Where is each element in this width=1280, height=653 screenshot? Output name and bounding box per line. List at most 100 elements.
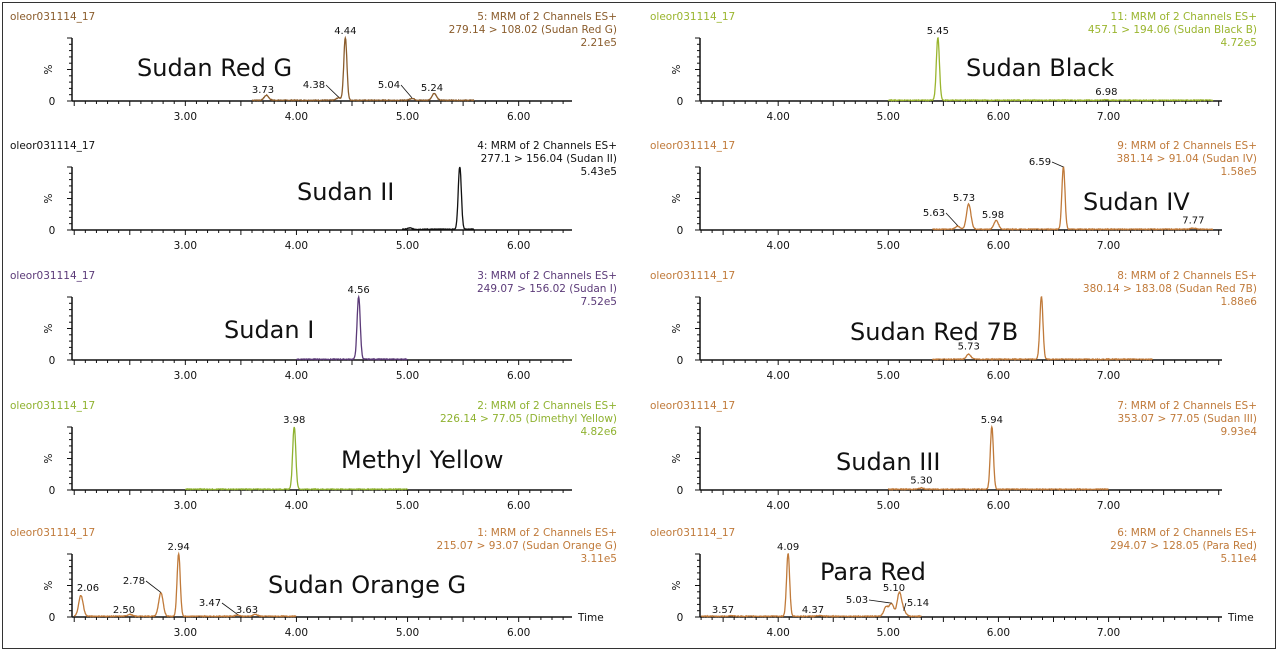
x-tick-label: 4.00	[285, 500, 308, 512]
y-axis-label: %	[43, 193, 55, 203]
x-tick-label: 3.00	[174, 240, 197, 252]
channel-header-line: 9: MRM of 2 Channels ES+	[1117, 140, 1257, 152]
x-tick-label: 5.00	[877, 370, 900, 382]
channel-header-line: 2.21e5	[580, 37, 617, 49]
x-tick-label: 4.00	[766, 370, 789, 382]
x-tick-label: 6.00	[507, 370, 530, 382]
chromatogram-panel-sudan-red-7b: oleor031114_178: MRM of 2 Channels ES+38…	[650, 270, 1257, 382]
x-tick-label: 7.00	[1097, 500, 1120, 512]
peak-leader-line	[401, 85, 412, 98]
compound-name: Methyl Yellow	[341, 446, 503, 474]
y-tick-label-0: 0	[677, 225, 684, 237]
y-axis-label: %	[671, 580, 683, 590]
x-tick-label: 4.00	[285, 240, 308, 252]
x-tick-label: 5.00	[396, 370, 419, 382]
y-tick-label-0: 0	[677, 612, 684, 624]
peak-label: 5.14	[907, 598, 929, 609]
trace-line	[74, 554, 296, 617]
channel-header-line: 353.07 > 77.05 (Sudan III)	[1117, 413, 1257, 425]
y-tick-label-0: 0	[49, 485, 56, 497]
peak-label: 4.44	[334, 26, 356, 37]
channel-header-line: 3.11e5	[580, 553, 617, 565]
y-axis-label: %	[671, 193, 683, 203]
x-tick-label: 5.00	[877, 111, 900, 123]
channel-header-line: 249.07 > 156.02 (Sudan I)	[477, 283, 617, 295]
y-tick-label-0: 0	[49, 355, 56, 367]
x-tick-label: 4.00	[766, 240, 789, 252]
compound-name: Sudan IV	[1083, 188, 1190, 216]
x-tick-label: 3.00	[174, 370, 197, 382]
channel-header-line: 215.07 > 93.07 (Sudan Orange G)	[437, 540, 617, 552]
channel-header-line: 5: MRM of 2 Channels ES+	[477, 11, 617, 23]
channel-header-line: 1.88e6	[1220, 296, 1257, 308]
chromatogram-panel-sudan-iii: oleor031114_177: MRM of 2 Channels ES+35…	[650, 400, 1257, 512]
compound-name: Sudan Black	[966, 54, 1114, 82]
peak-label: 3.98	[283, 415, 305, 426]
x-tick-label: 4.00	[285, 627, 308, 639]
channel-header-line: 294.07 > 128.05 (Para Red)	[1110, 540, 1257, 552]
y-tick-label-0: 0	[49, 612, 56, 624]
sample-name: oleor031114_17	[650, 270, 735, 282]
peak-label: 2.50	[113, 605, 135, 616]
x-tick-label: 5.00	[396, 111, 419, 123]
compound-name: Sudan II	[297, 178, 394, 206]
y-axis-label: %	[671, 323, 683, 333]
x-tick-label: 3.00	[174, 500, 197, 512]
peak-leader-line	[146, 581, 161, 592]
channel-header-line: 381.14 > 91.04 (Sudan IV)	[1117, 153, 1258, 165]
peak-label: 5.73	[953, 193, 975, 204]
x-tick-label: 5.00	[877, 500, 900, 512]
x-tick-label: 4.00	[766, 111, 789, 123]
peak-label: 5.24	[421, 83, 443, 94]
peak-leader-line	[869, 600, 892, 603]
peak-label: 5.98	[982, 210, 1004, 221]
x-tick-label: 4.00	[285, 111, 308, 123]
channel-header-line: 4.72e5	[1220, 37, 1257, 49]
trace-line	[402, 167, 474, 230]
channel-header-line: 1: MRM of 2 Channels ES+	[477, 527, 617, 539]
x-tick-label: 5.00	[396, 500, 419, 512]
peak-label: 2.94	[168, 542, 190, 553]
x-tick-label: 7.00	[1097, 370, 1120, 382]
x-tick-label: 4.00	[766, 627, 789, 639]
peak-label: 3.63	[236, 605, 258, 616]
channel-header-line: 3: MRM of 2 Channels ES+	[477, 270, 617, 282]
chromatogram-panel-sudan-ii: oleor031114_174: MRM of 2 Channels ES+27…	[10, 140, 617, 252]
x-tick-label: 4.00	[766, 500, 789, 512]
x-tick-label: 5.00	[396, 627, 419, 639]
chromatogram-panel-methyl-yellow: oleor031114_172: MRM of 2 Channels ES+22…	[10, 400, 617, 512]
sample-name: oleor031114_17	[650, 140, 735, 152]
x-tick-label: 6.00	[507, 111, 530, 123]
x-tick-label: 6.00	[987, 627, 1010, 639]
peak-label: 2.78	[123, 576, 145, 587]
x-tick-label: 6.00	[987, 500, 1010, 512]
compound-name: Sudan III	[836, 448, 940, 476]
peak-label: 7.77	[1182, 215, 1204, 226]
peak-label: 3.73	[252, 85, 274, 96]
x-tick-label: 3.00	[174, 627, 197, 639]
channel-header-line: 6: MRM of 2 Channels ES+	[1117, 527, 1257, 539]
peak-label: 5.63	[923, 208, 945, 219]
y-axis-label: %	[43, 453, 55, 463]
compound-name: Sudan Orange G	[268, 571, 466, 599]
peak-label: 5.04	[378, 80, 400, 91]
x-tick-label: 6.00	[987, 370, 1010, 382]
peak-label: 5.45	[927, 26, 949, 37]
channel-header-line: 457.1 > 194.06 (Sudan Black B)	[1088, 24, 1257, 36]
channel-header-line: 277.1 > 156.04 (Sudan II)	[481, 153, 617, 165]
chromatogram-panel-sudan-i: oleor031114_173: MRM of 2 Channels ES+24…	[10, 270, 617, 382]
x-tick-label: 6.00	[987, 240, 1010, 252]
sample-name: oleor031114_17	[650, 527, 735, 539]
x-tick-label: 7.00	[1097, 240, 1120, 252]
sample-name: oleor031114_17	[10, 11, 95, 23]
peak-label: 5.94	[981, 415, 1003, 426]
channel-header-line: 5.11e4	[1220, 553, 1257, 565]
channel-header-line: 226.14 > 77.05 (Dimethyl Yellow)	[440, 413, 617, 425]
compound-name: Sudan Red G	[137, 54, 292, 82]
peak-leader-line	[1052, 162, 1063, 167]
x-tick-label: 6.00	[507, 627, 530, 639]
sample-name: oleor031114_17	[10, 140, 95, 152]
chromatogram-panel-para-red: oleor031114_17 6: MRM of 2 Channels ES+29…	[650, 527, 1257, 639]
x-axis-label: Time	[1227, 612, 1254, 624]
